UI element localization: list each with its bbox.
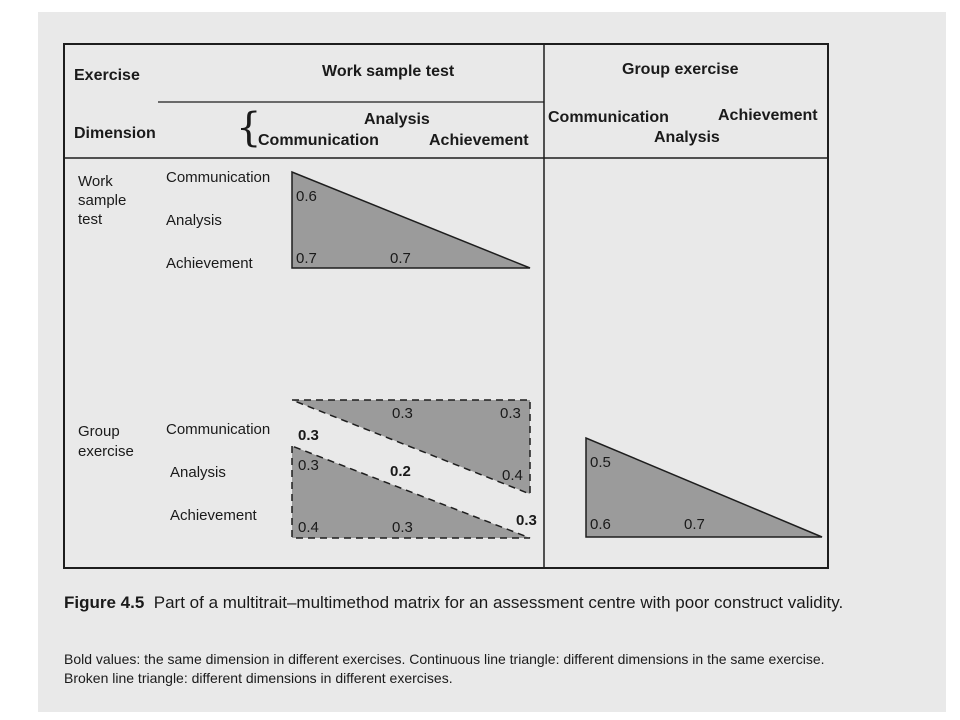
figure-caption: Figure 4.5 Part of a multitrait–multimet… <box>64 592 854 613</box>
lower-dashed-value-2: 0.4 <box>298 519 319 536</box>
figure-caption-text: Part of a multitrait–multimethod matrix … <box>153 593 844 612</box>
exercise-header: Exercise <box>74 67 140 84</box>
wst-row-analysis: Analysis <box>166 212 222 229</box>
document-page <box>38 12 946 712</box>
lower-dashed-value-3: 0.3 <box>392 519 413 536</box>
diag-bold-communication: 0.3 <box>298 427 319 444</box>
matrix-frame <box>63 43 829 569</box>
wst-row-achievement: Achievement <box>166 255 253 272</box>
wst-value-analysis-achievement: 0.7 <box>390 250 411 267</box>
ge-dim-analysis: Analysis <box>654 129 720 146</box>
wst-row-communication: Communication <box>166 169 271 186</box>
ge-value-analysis-achievement: 0.7 <box>684 516 705 533</box>
upper-dashed-value-3: 0.4 <box>502 467 523 484</box>
ge-value-comm-achievement: 0.6 <box>590 516 611 533</box>
ge-triangle <box>585 436 823 538</box>
figure-label: Figure 4.5 <box>64 593 145 612</box>
brace-icon: { <box>236 105 262 151</box>
diag-bold-achievement: 0.3 <box>516 512 537 529</box>
work-sample-test-header: Work sample test <box>322 63 455 80</box>
ge-dim-communication: Communication <box>548 109 669 126</box>
wst-row-label-line2: sample <box>78 192 127 209</box>
upper-dashed-triangle <box>291 399 531 496</box>
lower-dashed-value-1: 0.3 <box>298 457 319 474</box>
ge-row-communication: Communication <box>166 421 271 438</box>
wst-row-label-line1: Work <box>78 173 113 190</box>
diag-bold-analysis: 0.2 <box>390 463 411 480</box>
dimension-header: Dimension <box>74 125 156 142</box>
wst-row-label-line3: test <box>78 211 103 228</box>
upper-dashed-value-2: 0.3 <box>500 405 521 422</box>
wst-triangle <box>291 170 531 269</box>
figure-note: Bold values: the same dimension in diffe… <box>64 651 825 686</box>
wst-dim-achievement: Achievement <box>429 132 529 149</box>
group-exercise-header: Group exercise <box>622 61 739 78</box>
lower-dashed-triangle <box>291 444 531 539</box>
ge-row-achievement: Achievement <box>170 507 257 524</box>
wst-value-comm-analysis: 0.6 <box>296 188 317 205</box>
ge-value-comm-analysis: 0.5 <box>590 454 611 471</box>
ge-dim-achievement: Achievement <box>718 107 818 124</box>
ge-row-label-line2: exercise <box>78 443 134 460</box>
wst-dim-analysis: Analysis <box>364 111 430 128</box>
ge-row-analysis: Analysis <box>170 464 226 481</box>
upper-dashed-value-1: 0.3 <box>392 405 413 422</box>
wst-dim-communication: Communication <box>258 132 379 149</box>
ge-row-label-line1: Group <box>78 423 120 440</box>
wst-value-comm-achievement: 0.7 <box>296 250 317 267</box>
